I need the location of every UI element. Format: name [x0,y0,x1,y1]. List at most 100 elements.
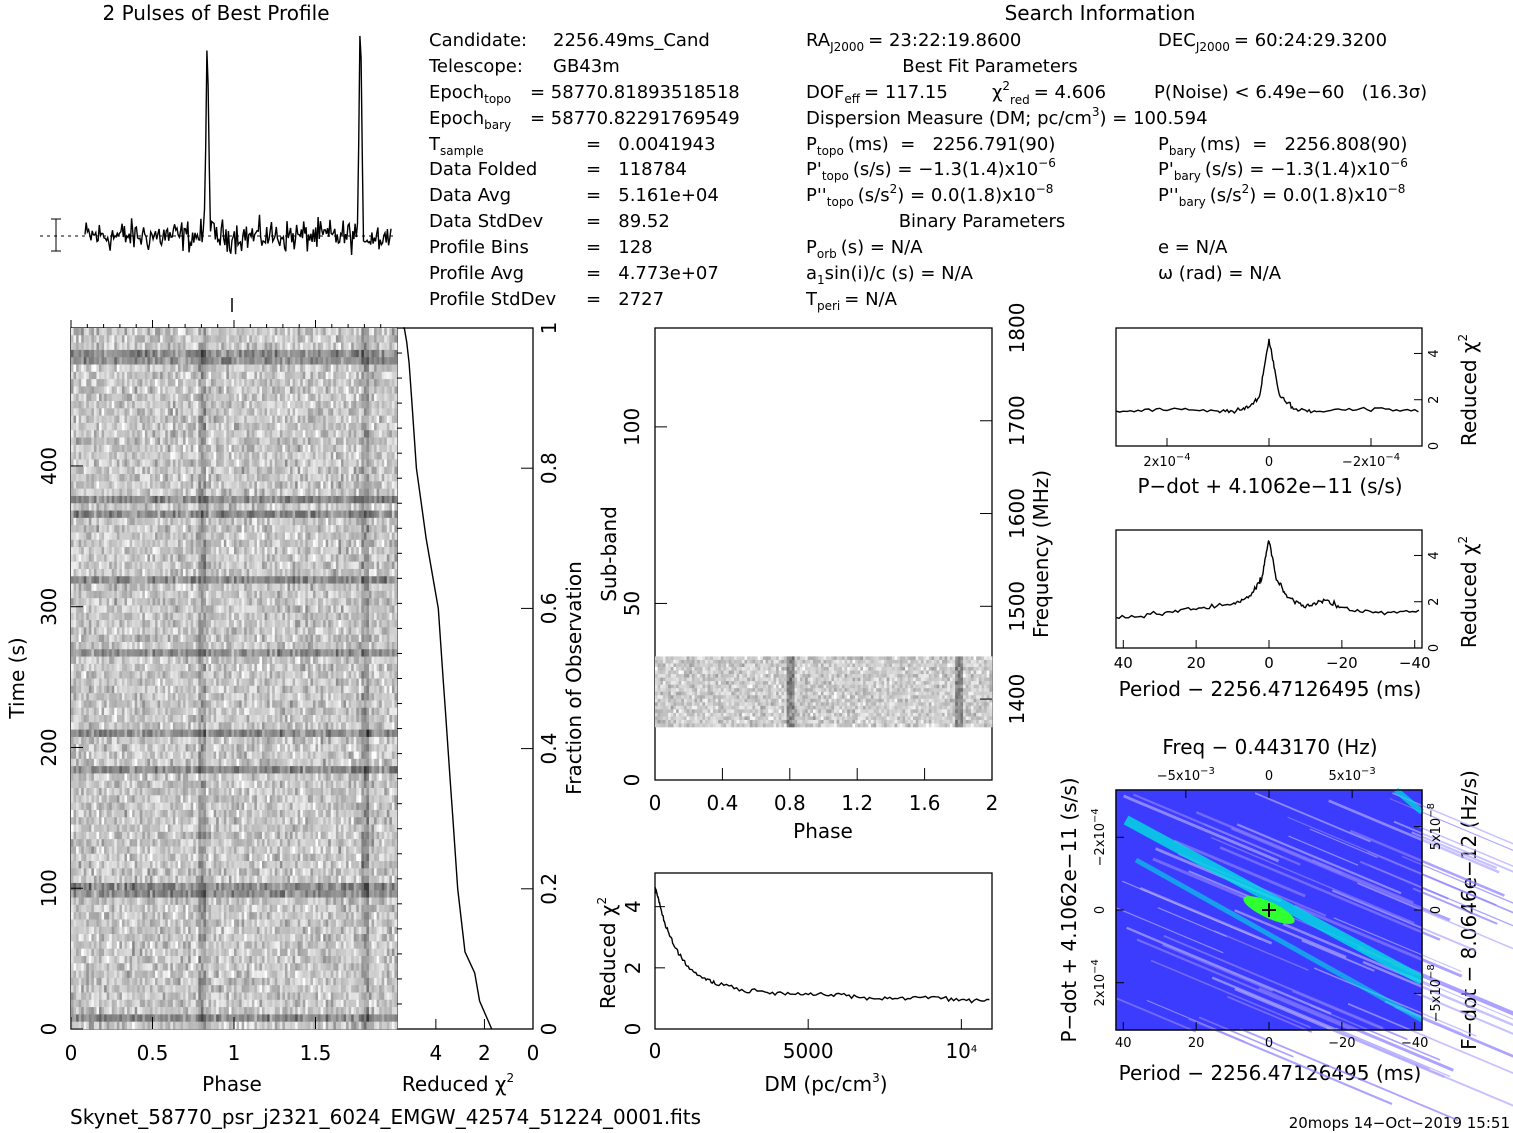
heat-cell [290,547,293,555]
heat-cell [310,488,314,497]
heat-cell [208,503,212,511]
heat-cell [277,459,281,468]
heat-cell [256,495,260,504]
heat-cell [368,554,372,562]
heat-cell [323,525,326,533]
heat-cell [282,408,286,416]
profile-bins-label: Profile Bins [429,237,529,258]
heat-cell [228,379,232,387]
heat-cell [96,379,100,387]
heat-cell [121,437,125,446]
heat-cell [132,510,135,519]
heat-cell [134,408,138,416]
heat-cell [167,393,171,402]
heat-cell [221,598,225,606]
heat-cell [351,459,355,468]
heat-cell [236,598,240,606]
heat-cell [81,495,85,504]
heat-cell [259,364,263,373]
heat-cell [132,561,135,570]
heat-cell [307,357,311,365]
heat-cell [368,357,372,365]
heat-cell [386,561,390,570]
heat-cell [318,481,321,489]
heat-cell [353,503,357,511]
heat-cell [76,379,79,387]
heat-cell [338,452,342,460]
heat-cell [318,583,321,592]
heat-cell [338,430,342,438]
heat-cell [147,393,151,402]
heat-cell [142,590,146,599]
heat-cell [116,554,120,562]
heat-cell [269,517,273,526]
heat-cell [144,393,148,402]
heat-cell [340,495,344,504]
heat-cell [272,539,276,548]
heat-cell [193,408,197,416]
heat-cell [323,349,326,358]
heat-cell [200,554,204,562]
heat-cell [277,532,281,541]
heat-cell [386,590,390,599]
heat-cell [363,554,367,562]
heat-cell [185,590,189,599]
heat-cell [139,583,143,592]
heat-cell [325,430,329,438]
heat-cell [259,510,263,519]
heat-cell [205,503,209,511]
heat-cell [99,525,102,533]
heat-cell [99,371,102,380]
heat-cell [366,525,370,533]
heat-cell [88,525,92,533]
heat-cell [119,379,123,387]
heat-cell [241,401,245,409]
heat-cell [162,342,166,351]
heat-cell [226,488,230,497]
heat-cell [353,598,357,606]
heat-cell [264,401,268,409]
heat-cell [78,430,82,438]
period-ylabel: Reduced [1457,561,1481,648]
heat-cell [104,510,107,519]
heat-cell [236,444,240,453]
heat-cell [323,590,326,599]
heat-cell [241,488,245,497]
heat-cell [287,393,291,402]
heat-cell [111,510,115,519]
heat-cell [91,525,95,533]
heat-cell [325,547,329,555]
heat-cell [391,590,395,599]
heat-cell [96,466,100,475]
heat-cell [394,474,398,482]
heat-cell [386,503,390,511]
heat-cell [190,532,194,541]
heat-cell [234,349,237,358]
heat-cell [394,561,398,570]
heat-cell [279,583,283,592]
heat-cell [269,371,273,380]
heat-cell [127,576,130,584]
heat-cell [205,590,209,599]
heat-cell [246,437,250,446]
heat-cell [81,547,85,555]
heat-cell [88,364,92,373]
heat-cell [167,517,171,526]
heat-cell [305,568,309,577]
heat-cell [351,393,355,402]
heat-cell [124,510,128,519]
heat-cell [111,474,115,482]
heat-cell [391,371,395,380]
heat-cell [348,510,352,519]
heat-cell [353,342,357,351]
heat-cell [325,583,329,592]
heat-cell [99,554,102,562]
heat-cell [205,466,209,475]
heat-cell [361,590,365,599]
heat-cell [307,328,311,336]
heat-cell [246,401,250,409]
heat-cell [223,590,227,599]
heat-cell [251,430,255,438]
heat-cell [386,459,390,468]
heat-cell [340,554,344,562]
